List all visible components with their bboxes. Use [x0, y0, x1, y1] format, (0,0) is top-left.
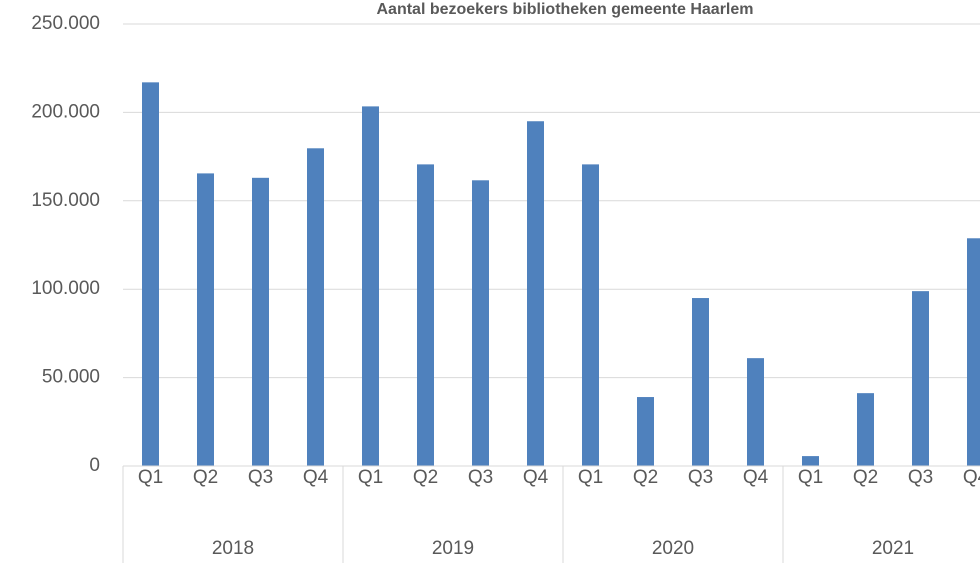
bar: [747, 358, 764, 466]
bar: [417, 164, 434, 466]
bar: [692, 298, 709, 466]
bar: [912, 291, 929, 466]
bar: [472, 180, 489, 466]
bar: [802, 456, 819, 466]
x-tick-label: Q4: [523, 467, 549, 488]
y-tick-label: 200.000: [31, 101, 100, 122]
group-label: 2020: [652, 538, 694, 559]
bar: [527, 121, 544, 467]
chart-title: Aantal bezoekers bibliotheken gemeente H…: [376, 1, 753, 18]
x-tick-label: Q3: [688, 467, 713, 488]
x-tick-label: Q4: [963, 467, 980, 488]
x-tick-label: Q3: [468, 467, 493, 488]
bar: [142, 82, 159, 467]
y-tick-label: 0: [89, 455, 100, 476]
bar: [307, 148, 324, 466]
x-tick-label: Q1: [138, 467, 163, 488]
x-tick-label: Q2: [193, 467, 218, 488]
bar: [197, 173, 214, 466]
bar: [582, 164, 599, 466]
bar: [252, 177, 269, 467]
x-tick-label: Q2: [633, 467, 658, 488]
y-tick-label: 50.000: [42, 367, 100, 388]
x-tick-label: Q4: [303, 467, 329, 488]
group-label: 2019: [432, 538, 474, 559]
bar: [857, 393, 874, 466]
bar: [967, 238, 980, 466]
x-tick-label: Q4: [743, 467, 769, 488]
y-tick-label: 100.000: [31, 278, 100, 299]
x-tick-label: Q1: [358, 467, 383, 488]
y-tick-label: 250.000: [31, 13, 100, 34]
x-tick-label: Q2: [853, 467, 878, 488]
x-tick-label: Q3: [248, 467, 273, 488]
group-label: 2021: [872, 538, 914, 559]
x-tick-label: Q1: [798, 467, 823, 488]
y-tick-label: 150.000: [31, 190, 100, 211]
bar: [362, 106, 379, 467]
group-label: 2018: [212, 538, 254, 559]
x-tick-label: Q3: [908, 467, 933, 488]
x-tick-label: Q2: [413, 467, 438, 488]
bar: [637, 397, 654, 466]
x-tick-label: Q1: [578, 467, 603, 488]
